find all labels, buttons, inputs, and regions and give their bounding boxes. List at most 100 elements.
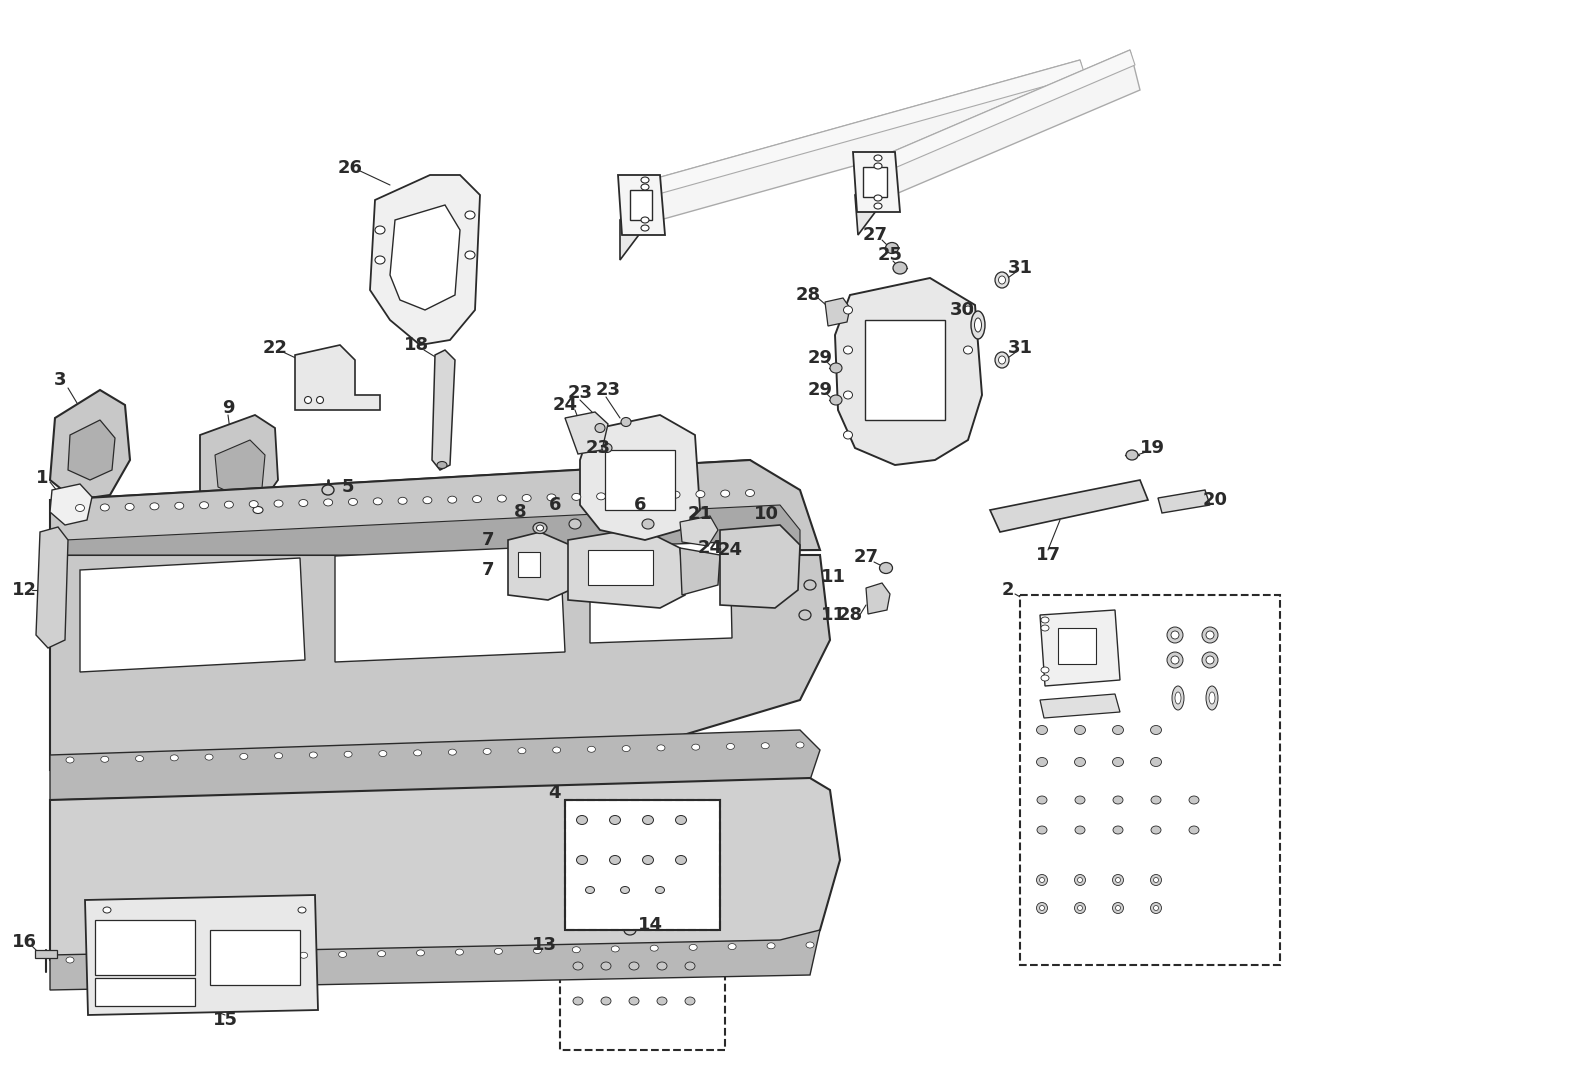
Ellipse shape xyxy=(874,163,882,169)
Ellipse shape xyxy=(348,498,357,506)
Text: 28: 28 xyxy=(837,606,863,624)
Text: 11: 11 xyxy=(820,606,845,624)
Ellipse shape xyxy=(472,495,482,503)
Ellipse shape xyxy=(1203,652,1219,668)
Ellipse shape xyxy=(804,580,817,590)
Ellipse shape xyxy=(1171,630,1179,639)
Ellipse shape xyxy=(65,957,73,963)
Ellipse shape xyxy=(571,493,581,501)
Polygon shape xyxy=(581,415,700,540)
Polygon shape xyxy=(855,155,888,235)
Ellipse shape xyxy=(1075,902,1086,914)
Ellipse shape xyxy=(874,155,882,161)
Polygon shape xyxy=(49,779,841,990)
Ellipse shape xyxy=(413,750,421,756)
Ellipse shape xyxy=(745,490,754,496)
Ellipse shape xyxy=(522,494,531,502)
Ellipse shape xyxy=(345,751,352,757)
Ellipse shape xyxy=(643,855,654,865)
Ellipse shape xyxy=(1075,796,1085,804)
Ellipse shape xyxy=(998,276,1005,284)
Ellipse shape xyxy=(298,499,308,507)
Ellipse shape xyxy=(324,498,333,506)
Ellipse shape xyxy=(998,356,1005,364)
Ellipse shape xyxy=(466,251,475,259)
Polygon shape xyxy=(507,532,569,600)
Polygon shape xyxy=(617,175,665,235)
Polygon shape xyxy=(391,204,459,310)
Text: 29: 29 xyxy=(807,381,833,399)
Ellipse shape xyxy=(1168,627,1183,643)
Ellipse shape xyxy=(995,353,1010,368)
Ellipse shape xyxy=(260,953,268,960)
Ellipse shape xyxy=(692,744,700,750)
Ellipse shape xyxy=(573,962,584,970)
Ellipse shape xyxy=(222,954,230,960)
Text: 10: 10 xyxy=(753,505,778,523)
Ellipse shape xyxy=(1112,725,1123,735)
Polygon shape xyxy=(855,50,1140,204)
Ellipse shape xyxy=(100,504,110,511)
Ellipse shape xyxy=(1171,656,1179,663)
Ellipse shape xyxy=(75,505,85,511)
Ellipse shape xyxy=(829,395,842,405)
Ellipse shape xyxy=(844,306,852,314)
Ellipse shape xyxy=(249,501,258,508)
Polygon shape xyxy=(1040,610,1120,686)
Text: 18: 18 xyxy=(404,335,429,354)
Text: 4: 4 xyxy=(547,784,560,802)
Polygon shape xyxy=(568,528,684,608)
Ellipse shape xyxy=(65,757,73,763)
Ellipse shape xyxy=(1206,630,1214,639)
Ellipse shape xyxy=(611,946,619,952)
Polygon shape xyxy=(49,460,820,555)
Ellipse shape xyxy=(799,610,810,620)
Ellipse shape xyxy=(620,886,630,894)
Text: 23: 23 xyxy=(595,381,620,399)
Bar xyxy=(1019,595,1281,965)
Ellipse shape xyxy=(573,997,584,1005)
Ellipse shape xyxy=(104,907,112,913)
Ellipse shape xyxy=(1040,878,1045,883)
Ellipse shape xyxy=(466,211,475,219)
Polygon shape xyxy=(49,930,820,990)
Bar xyxy=(560,950,726,1050)
Polygon shape xyxy=(836,278,983,465)
Polygon shape xyxy=(1158,490,1211,513)
Ellipse shape xyxy=(597,493,606,499)
Ellipse shape xyxy=(767,943,775,949)
Ellipse shape xyxy=(595,424,605,432)
Ellipse shape xyxy=(651,945,659,951)
Ellipse shape xyxy=(305,396,311,404)
Polygon shape xyxy=(49,730,820,800)
Ellipse shape xyxy=(175,503,183,509)
Ellipse shape xyxy=(399,497,407,505)
Ellipse shape xyxy=(646,492,656,498)
Bar xyxy=(630,190,652,220)
Bar xyxy=(589,550,652,585)
Ellipse shape xyxy=(1037,757,1048,767)
Ellipse shape xyxy=(657,744,665,751)
Ellipse shape xyxy=(274,753,282,758)
Ellipse shape xyxy=(727,944,737,950)
Polygon shape xyxy=(85,895,317,1015)
Ellipse shape xyxy=(805,943,813,948)
Ellipse shape xyxy=(609,816,620,824)
Ellipse shape xyxy=(1206,656,1214,663)
Bar xyxy=(211,930,300,985)
Ellipse shape xyxy=(1037,826,1046,834)
Ellipse shape xyxy=(569,519,581,529)
Ellipse shape xyxy=(322,485,333,495)
Polygon shape xyxy=(679,548,719,595)
Polygon shape xyxy=(825,298,850,326)
Polygon shape xyxy=(620,180,651,260)
Text: 11: 11 xyxy=(820,568,845,586)
Polygon shape xyxy=(590,542,732,643)
Ellipse shape xyxy=(448,749,456,755)
Ellipse shape xyxy=(1172,686,1183,710)
Polygon shape xyxy=(215,440,265,497)
Polygon shape xyxy=(370,175,480,345)
Ellipse shape xyxy=(1150,725,1161,735)
Polygon shape xyxy=(199,415,278,515)
Ellipse shape xyxy=(671,491,679,498)
